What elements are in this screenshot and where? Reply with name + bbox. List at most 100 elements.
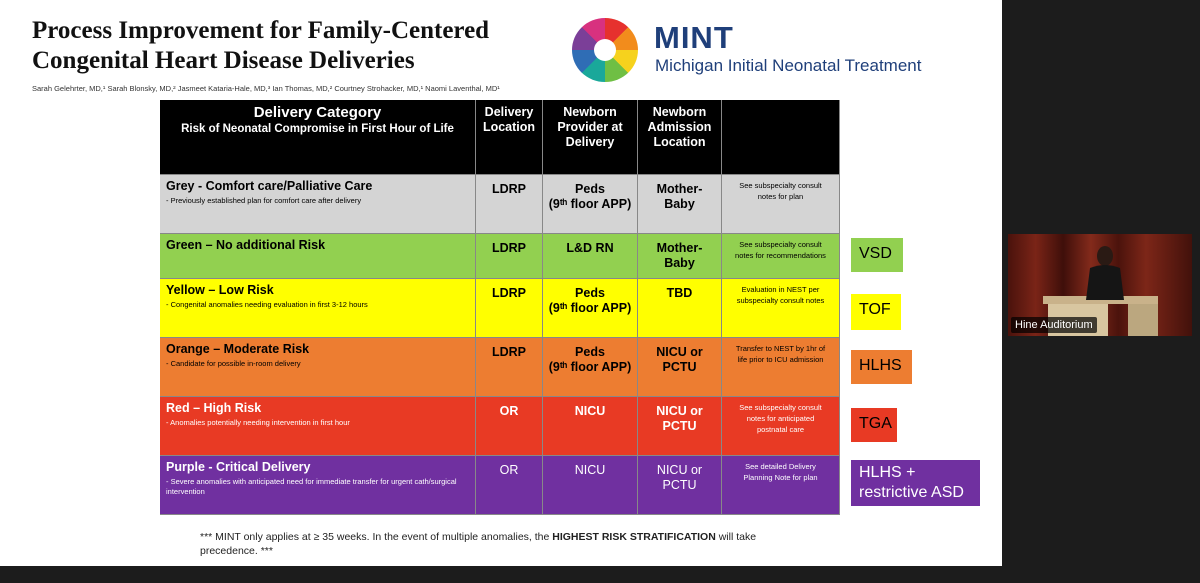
cell-line: Peds — [575, 286, 605, 300]
cell-line: subspecialty consult notes — [736, 296, 825, 305]
cell-line: Evaluation in NEST per — [741, 285, 820, 294]
header-cell — [722, 100, 840, 175]
cell-line: (9ᵗʰ floor APP) — [548, 360, 632, 374]
authors: Sarah Gelehrter, MD,¹ Sarah Blonsky, MD,… — [32, 84, 500, 93]
cell-line: LDRP — [491, 182, 527, 196]
admission-cell: TBD — [638, 279, 722, 338]
cell-line: Mother- — [656, 182, 703, 196]
plan-cell: See subspecialty consult notes for recomm… — [722, 234, 840, 279]
category-cell: Grey - Comfort care/Palliative Care - Pre… — [160, 175, 476, 234]
category-title: Orange – Moderate Risk — [166, 342, 310, 356]
example-box: HLHS — [851, 350, 912, 384]
header-line: Location — [653, 135, 706, 149]
example-box: HLHS + restrictive ASD — [851, 460, 980, 506]
footnote-text: *** MINT only applies at ≥ 35 weeks. In … — [200, 531, 553, 543]
cell-line: NICU — [574, 463, 606, 477]
title-line: Process Improvement for Family-Centered — [32, 17, 490, 44]
cell-line: See subspecialty consult — [739, 181, 822, 190]
provider-cell: NICU — [543, 397, 638, 456]
location-cell: LDRP — [476, 279, 543, 338]
category-note: - Severe anomalies with anticipated need… — [166, 477, 457, 496]
cell-line: TBD — [666, 286, 693, 300]
plan-cell: See subspecialty consult notes for plan — [722, 175, 840, 234]
cell-line: NICU — [574, 404, 606, 418]
example-box: TOF — [851, 294, 901, 330]
provider-cell: Peds (9ᵗʰ floor APP) — [543, 175, 638, 234]
example-line: TOF — [859, 301, 891, 318]
example-line: VSD — [859, 245, 892, 262]
cell-line: OR — [499, 404, 519, 418]
admission-cell: NICU or PCTU — [638, 397, 722, 456]
speaker-video — [1008, 234, 1192, 336]
plan-cell: See subspecialty consult notes for antici… — [722, 397, 840, 456]
admission-cell: Mother- Baby — [638, 175, 722, 234]
category-cell: Red – High Risk - Anomalies potentially n… — [160, 397, 476, 456]
category-title: Red – High Risk — [166, 401, 262, 415]
cell-line: PCTU — [662, 360, 697, 374]
head — [1097, 246, 1113, 266]
location-cell: OR — [476, 456, 543, 515]
header-line: Provider at — [557, 120, 623, 134]
example-line: HLHS + — [859, 464, 916, 481]
admission-cell: NICU or PCTU — [638, 338, 722, 397]
location-cell: LDRP — [476, 175, 543, 234]
provider-cell: Peds (9ᵗʰ floor APP) — [543, 338, 638, 397]
cell-line: (9ᵗʰ floor APP) — [548, 197, 632, 211]
cell-line: Transfer to NEST by 1hr of — [735, 344, 826, 353]
title-line: Congenital Heart Disease Deliveries — [32, 47, 415, 74]
example-box: TGA — [851, 408, 897, 442]
logo-mark — [572, 18, 638, 82]
example-line: HLHS — [859, 357, 902, 374]
plan-cell: Evaluation in NEST per subspecialty consu… — [722, 279, 840, 338]
slide-title: Process Improvement for Family-Centered … — [32, 16, 489, 76]
example-box: VSD — [851, 238, 903, 272]
category-note: - Previously established plan for comfor… — [166, 196, 362, 205]
header-cell: Newborn Provider at Delivery — [543, 100, 638, 175]
header-line: Delivery Category — [253, 104, 382, 121]
location-cell: LDRP — [476, 234, 543, 279]
cell-line: See subspecialty consult — [739, 240, 822, 249]
admission-cell: NICU or PCTU — [638, 456, 722, 515]
cell-line: notes for anticipated — [746, 414, 815, 423]
header-line: Location — [482, 120, 536, 134]
podium-side — [1128, 304, 1158, 336]
risk-table: Delivery Category Risk of Neonatal Compro… — [160, 100, 840, 515]
header-line: Delivery — [565, 135, 615, 149]
speaker-label: Hine Auditorium — [1011, 317, 1097, 333]
cell-line: OR — [499, 463, 519, 477]
cell-line: Baby — [664, 256, 695, 270]
logo-name: MINT — [654, 20, 734, 55]
cell-line: NICU or — [656, 345, 703, 359]
cell-line: LDRP — [491, 241, 527, 255]
header-line: Admission — [647, 120, 712, 134]
cell-line: See subspecialty consult — [739, 403, 822, 412]
category-cell: Orange – Moderate Risk - Candidate for po… — [160, 338, 476, 397]
cell-line: (9ᵗʰ floor APP) — [548, 301, 632, 315]
cell-line: LDRP — [491, 345, 527, 359]
location-cell: OR — [476, 397, 543, 456]
example-line: restrictive ASD — [859, 484, 964, 501]
header-cell: Delivery Location — [476, 100, 543, 175]
cell-line: Peds — [575, 345, 605, 359]
provider-cell: NICU — [543, 456, 638, 515]
provider-cell: Peds (9ᵗʰ floor APP) — [543, 279, 638, 338]
cell-line: notes for recommendations — [735, 251, 826, 260]
cell-line: life prior to ICU admission — [737, 355, 824, 364]
logo-subtitle: Michigan Initial Neonatal Treatment — [655, 56, 922, 75]
category-title: Grey - Comfort care/Palliative Care — [166, 179, 373, 193]
footnote-bold: HIGHEST RISK STRATIFICATION — [552, 531, 716, 543]
cell-line: postnatal care — [756, 425, 805, 434]
cell-line: PCTU — [662, 478, 697, 492]
slide: Process Improvement for Family-Centered … — [0, 0, 1002, 566]
category-cell: Yellow – Low Risk - Congenital anomalies … — [160, 279, 476, 338]
cell-line: L&D RN — [566, 241, 614, 255]
admission-cell: Mother- Baby — [638, 234, 722, 279]
header-line: Newborn — [563, 105, 617, 119]
cell-line: NICU or — [656, 463, 703, 477]
header-category: Delivery Category Risk of Neonatal Compro… — [160, 100, 476, 175]
cell-line: NICU or — [656, 404, 703, 418]
footnote-text: will take precedence. *** — [200, 531, 757, 557]
cell-line: Peds — [575, 182, 605, 196]
body — [1086, 265, 1124, 300]
